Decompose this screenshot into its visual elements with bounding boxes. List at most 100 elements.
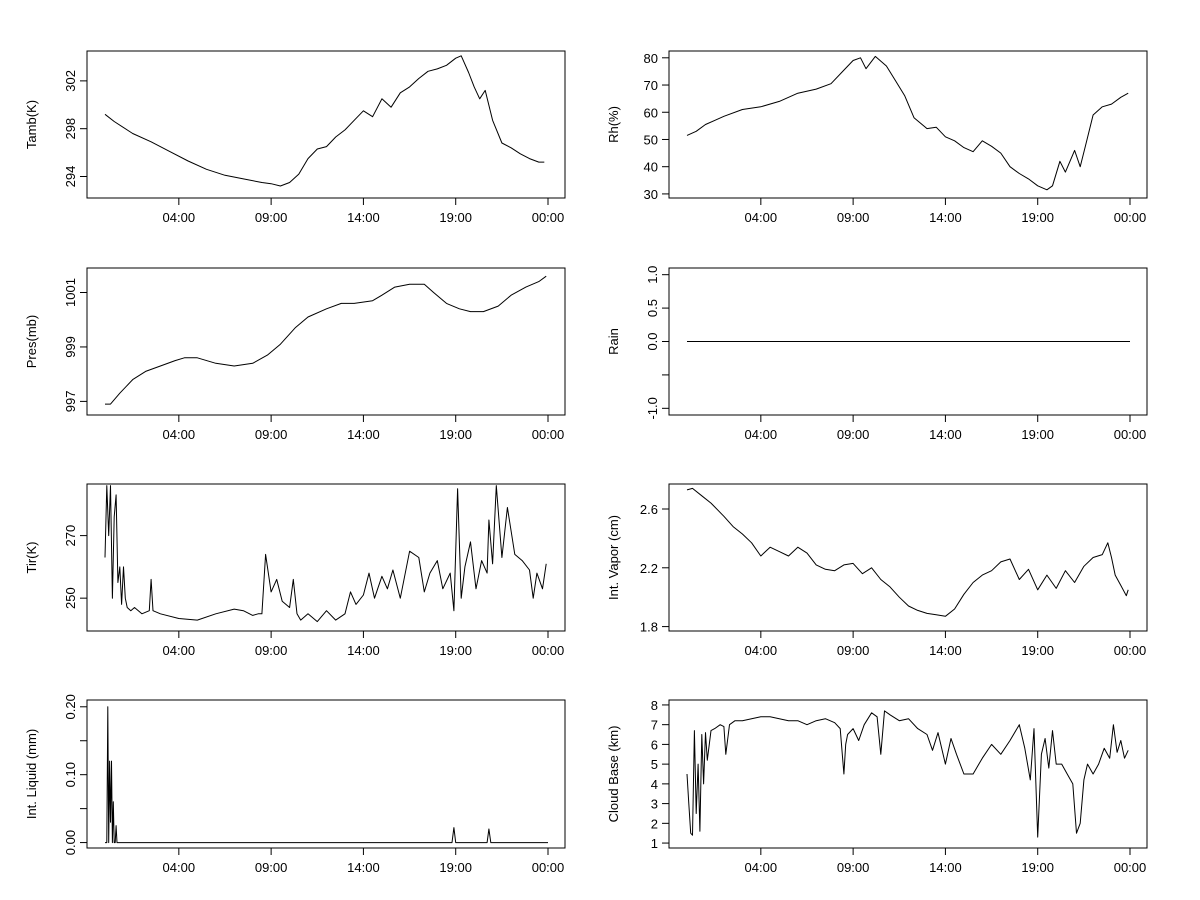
y-tick-label: 0.20	[63, 694, 78, 719]
x-tick-label: 14:00	[929, 427, 962, 442]
x-tick-label: 19:00	[1021, 427, 1054, 442]
series-line-liquid	[105, 706, 548, 844]
x-tick-label: 19:00	[439, 210, 472, 225]
x-tick-label: 14:00	[929, 210, 962, 225]
y-axis-title: Rain	[606, 328, 621, 355]
panel-liquid: 04:00 09:00 14:00 19:00 00:00 0.00 0.10 0.20 Int…	[24, 694, 566, 875]
y-axis-title: Int. Vapor (cm)	[606, 515, 621, 600]
y-axis-title: Cloud Base (km)	[606, 726, 621, 823]
y-tick-label: 999	[63, 336, 78, 358]
x-tick-label: 00:00	[1114, 427, 1147, 442]
y-tick-label: 70	[644, 78, 658, 93]
x-tick-label: 09:00	[255, 427, 288, 442]
plot-frame	[86, 267, 566, 416]
panel-rain: 04:00 09:00 14:00 19:00 00:00 -1.0 0.0 0.5 1.0 Ra…	[606, 266, 1148, 442]
y-tick-label: 8	[651, 698, 658, 713]
y-tick-label: 30	[644, 187, 658, 202]
y-tick-label: 2	[651, 816, 658, 831]
x-tick-label: 04:00	[163, 427, 196, 442]
y-tick-label: 298	[63, 118, 78, 140]
plot-frame	[86, 50, 566, 199]
x-tick-label: 09:00	[255, 643, 288, 658]
y-tick-label: 270	[63, 525, 78, 547]
y-axis-title: Int. Liquid (mm)	[24, 729, 39, 819]
y-tick-label: 0.0	[645, 332, 660, 350]
series-line-tir	[104, 485, 547, 623]
y-tick-label: 80	[644, 51, 658, 66]
panel-vapor: 04:00 09:00 14:00 19:00 00:00 1.8 2.2 2.6 Int. V…	[606, 483, 1148, 658]
y-tick-label: 1.8	[640, 620, 658, 635]
x-tick-label: 09:00	[837, 210, 870, 225]
y-tick-label: 40	[644, 160, 658, 175]
x-tick-label: 00:00	[1114, 643, 1147, 658]
y-tick-label: 0.10	[63, 762, 78, 787]
x-tick-label: 04:00	[163, 643, 196, 658]
panel-tir: 04:00 09:00 14:00 19:00 00:00 250 270 Tir(K)	[24, 483, 566, 658]
y-tick-label: 7	[651, 718, 658, 733]
y-tick-label: 302	[63, 70, 78, 92]
panel-rh: 04:00 09:00 14:00 19:00 00:00 30 40 50 60 70 80 Rh(…	[606, 50, 1148, 225]
y-tick-label: 1	[651, 836, 658, 851]
y-tick-label: 2.6	[640, 502, 658, 517]
y-axis-title: Pres(mb)	[24, 315, 39, 368]
plot-frame	[668, 699, 1148, 849]
y-tick-label: 0.00	[63, 830, 78, 855]
panel-pres: 04:00 09:00 14:00 19:00 00:00 997 999 1001 Pres(…	[24, 267, 566, 442]
x-tick-label: 04:00	[163, 210, 196, 225]
y-tick-label: 2.2	[640, 561, 658, 576]
x-tick-label: 19:00	[1021, 210, 1054, 225]
x-tick-label: 04:00	[163, 860, 196, 875]
plot-frame	[668, 50, 1148, 199]
y-tick-label: 50	[644, 132, 658, 147]
x-tick-label: 14:00	[929, 860, 962, 875]
x-tick-label: 14:00	[347, 210, 380, 225]
x-tick-label: 19:00	[1021, 860, 1054, 875]
y-tick-label: 0.5	[645, 299, 660, 317]
x-tick-label: 14:00	[347, 427, 380, 442]
x-tick-label: 09:00	[837, 860, 870, 875]
y-tick-label: 997	[63, 391, 78, 413]
x-tick-label: 14:00	[929, 643, 962, 658]
panel-cloud-base: 04:00 09:00 14:00 19:00 00:00 1 2 3 4 5 6 7 8 Cloud B…	[606, 698, 1148, 875]
x-tick-label: 04:00	[745, 643, 778, 658]
x-tick-label: 19:00	[439, 860, 472, 875]
series-line-vapor	[686, 487, 1129, 617]
y-tick-label: -1.0	[645, 397, 660, 419]
y-tick-label: 250	[63, 587, 78, 609]
x-tick-label: 14:00	[347, 643, 380, 658]
x-tick-label: 04:00	[745, 860, 778, 875]
x-tick-label: 09:00	[837, 427, 870, 442]
x-tick-label: 09:00	[837, 643, 870, 658]
y-tick-label: 60	[644, 105, 658, 120]
x-tick-label: 09:00	[255, 860, 288, 875]
y-tick-label: 294	[63, 166, 78, 188]
y-axis-title: Tir(K)	[24, 541, 39, 573]
series-line-rh	[686, 55, 1129, 191]
x-tick-label: 00:00	[532, 860, 565, 875]
x-tick-label: 00:00	[1114, 210, 1147, 225]
x-tick-label: 00:00	[532, 427, 565, 442]
x-tick-label: 04:00	[745, 210, 778, 225]
y-tick-label: 1.0	[645, 266, 660, 284]
y-tick-label: 3	[651, 797, 658, 812]
x-tick-label: 00:00	[532, 643, 565, 658]
panel-tamb: 04:00 09:00 14:00 19:00 00:00 294 298 302 Tamb(K…	[24, 50, 566, 225]
x-tick-label: 14:00	[347, 860, 380, 875]
y-tick-label: 6	[651, 737, 658, 752]
y-axis-title: Rh(%)	[606, 106, 621, 143]
x-tick-label: 19:00	[439, 427, 472, 442]
y-tick-label: 5	[651, 757, 658, 772]
y-axis-title: Tamb(K)	[24, 100, 39, 149]
series-line-cloud-base	[686, 710, 1129, 838]
x-tick-label: 00:00	[532, 210, 565, 225]
x-tick-label: 19:00	[439, 643, 472, 658]
y-tick-label: 1001	[63, 278, 78, 307]
y-tick-label: 4	[651, 777, 658, 792]
x-tick-label: 04:00	[745, 427, 778, 442]
x-tick-label: 09:00	[255, 210, 288, 225]
x-tick-label: 19:00	[1021, 643, 1054, 658]
x-tick-label: 00:00	[1114, 860, 1147, 875]
plot-frame	[668, 483, 1148, 632]
series-line-tamb	[104, 55, 545, 187]
